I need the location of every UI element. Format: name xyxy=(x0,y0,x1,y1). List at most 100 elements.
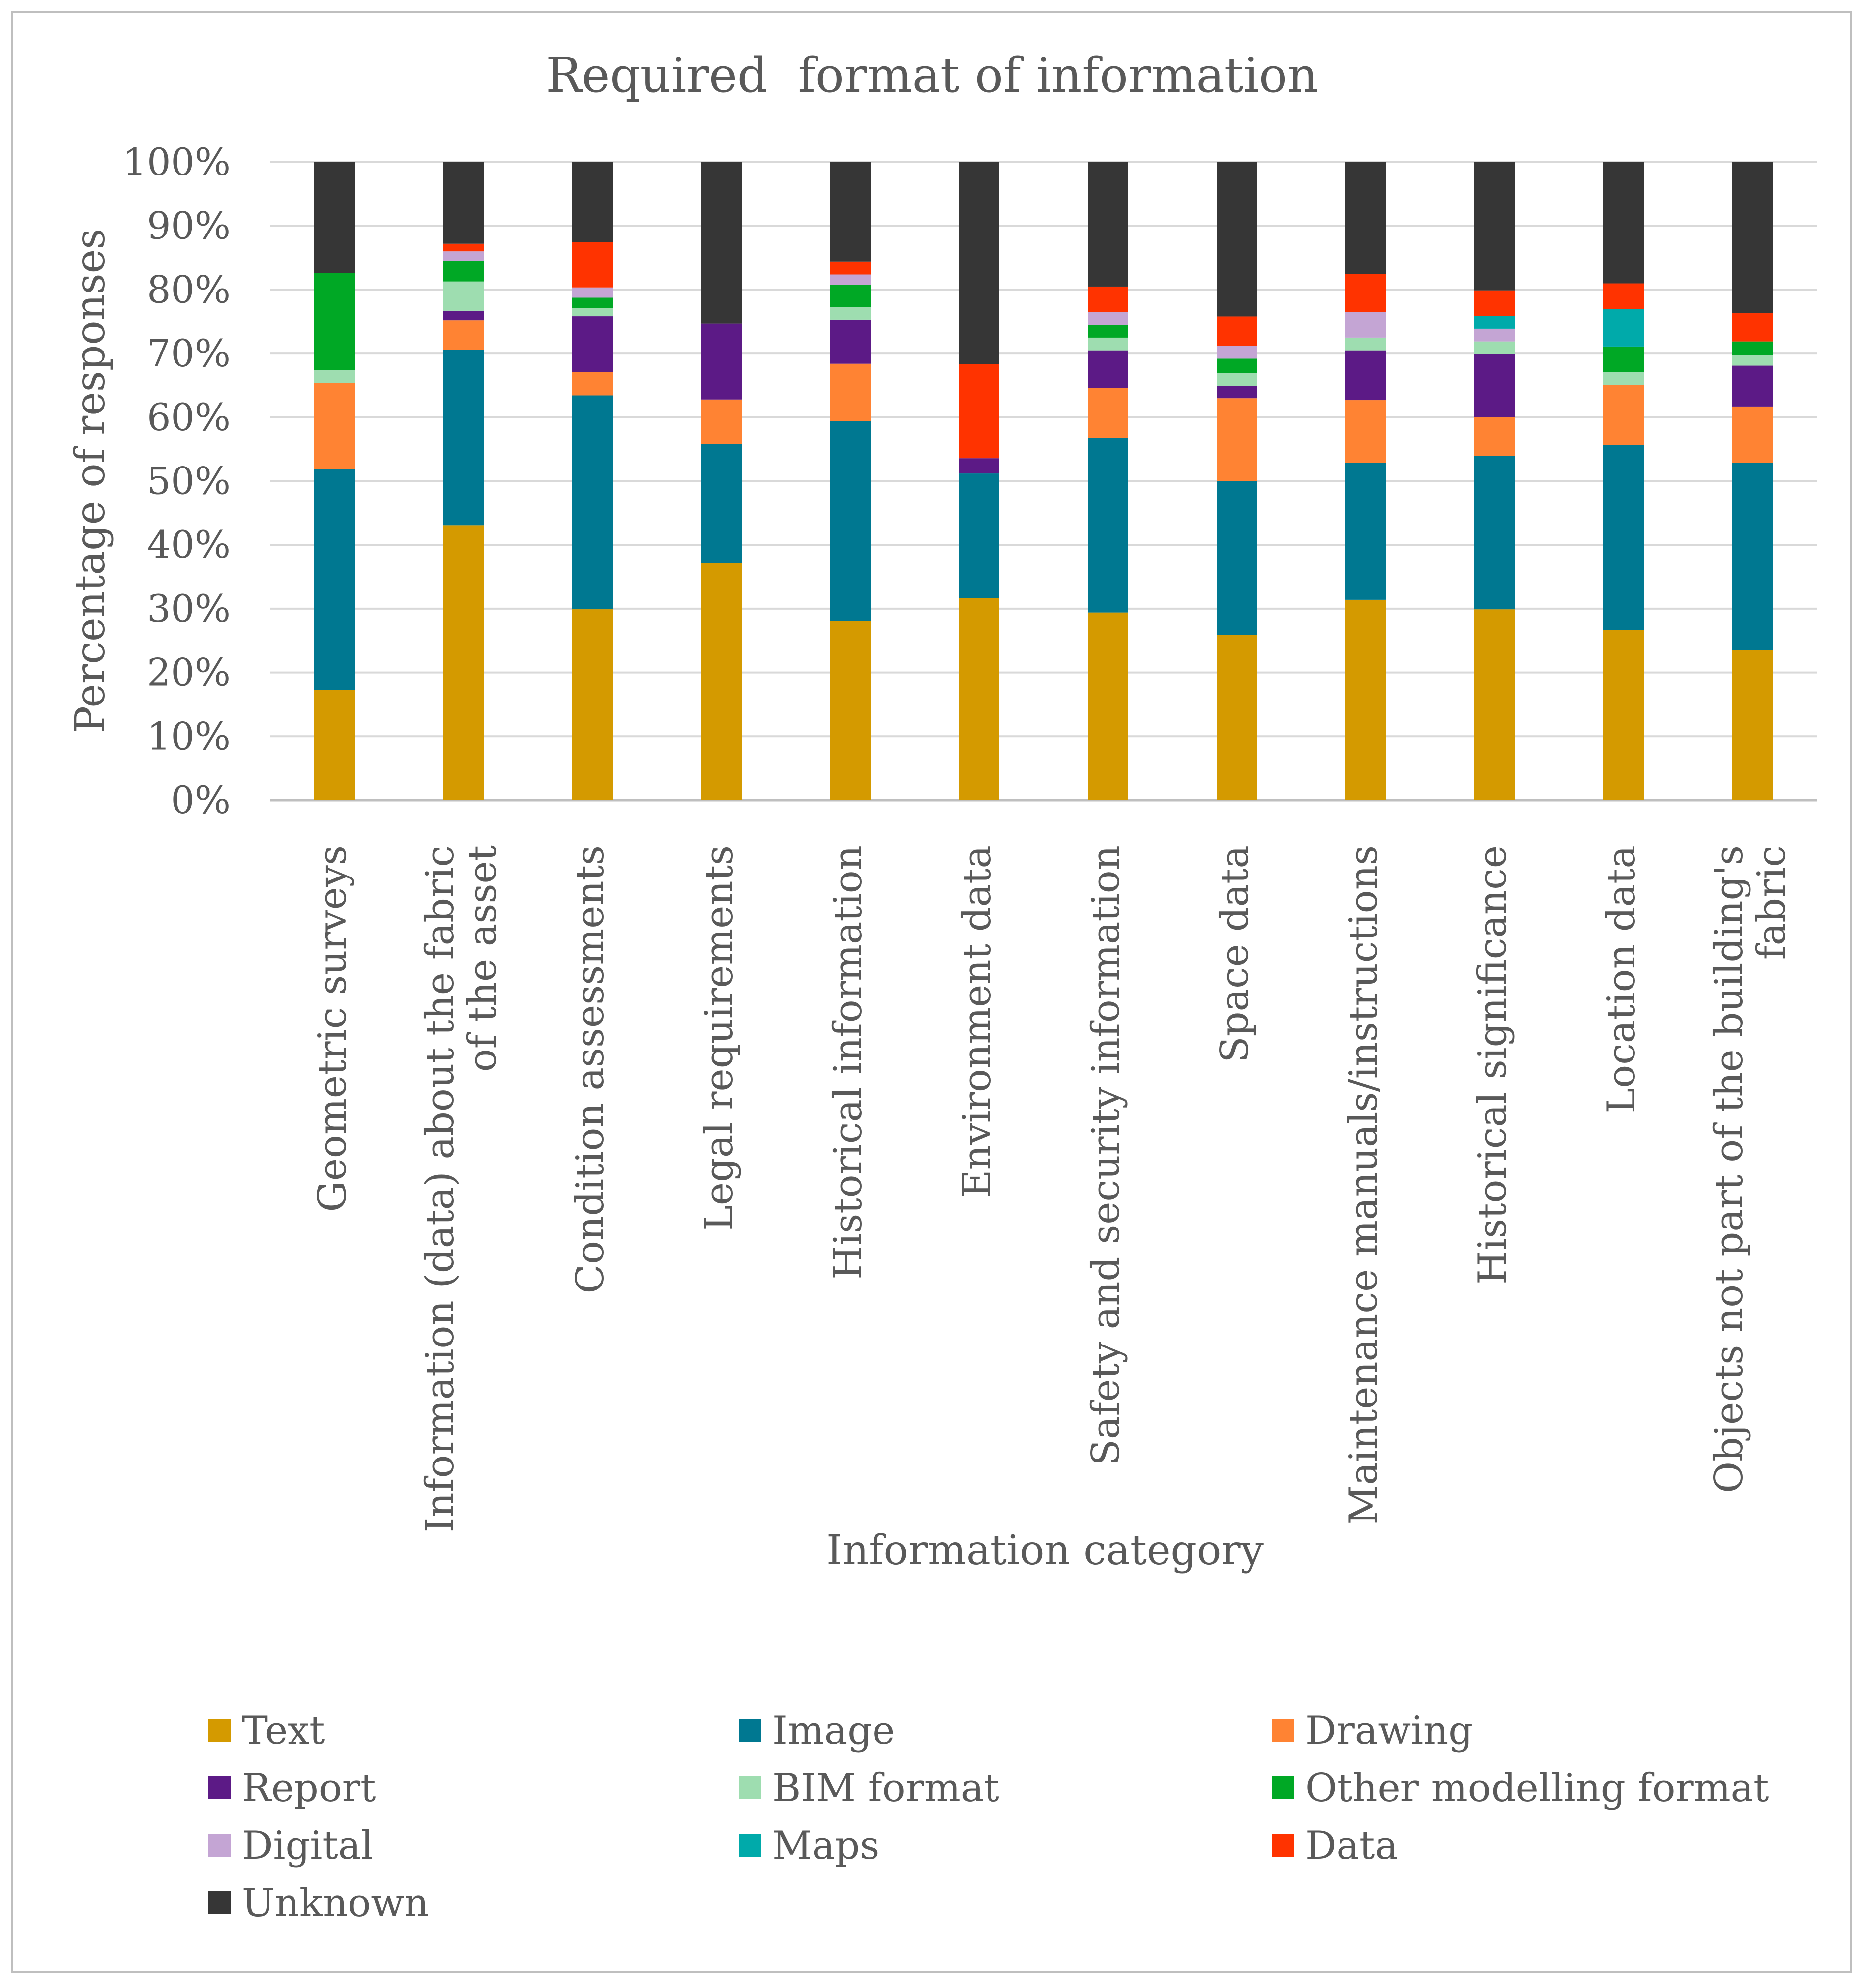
bar-segment xyxy=(1603,385,1644,445)
legend-swatch xyxy=(1272,1834,1294,1857)
bar-segment xyxy=(572,308,613,317)
x-category-label: Safety and security information xyxy=(1084,845,1128,1465)
bar-segment xyxy=(443,320,484,350)
bar-segment xyxy=(830,421,871,621)
bar-segment xyxy=(1474,316,1515,329)
bar-segment xyxy=(701,323,742,400)
bar-segment xyxy=(830,274,871,285)
bar-segment xyxy=(1732,341,1773,355)
bar-segment xyxy=(1474,417,1515,456)
bar-segment xyxy=(443,281,484,311)
bar-segment xyxy=(314,162,355,273)
bar-segment xyxy=(1088,162,1128,287)
bar-stacks xyxy=(314,162,1773,800)
x-category-label: Information (data) about the fabricof th… xyxy=(418,845,505,1532)
bar-segment xyxy=(1217,481,1257,635)
bar-segment xyxy=(572,609,613,800)
bar-segment xyxy=(830,261,871,275)
bar-segment xyxy=(1217,373,1257,386)
legend-swatch xyxy=(208,1719,231,1742)
bar-segment xyxy=(443,261,484,282)
bar-stack xyxy=(830,162,871,800)
bar-segment xyxy=(830,363,871,421)
bar-segment xyxy=(1345,312,1386,338)
bar-segment xyxy=(1088,337,1128,351)
legend-item: Other modelling format xyxy=(1272,1766,1769,1811)
bar-segment xyxy=(1603,309,1644,347)
legend-swatch xyxy=(208,1776,231,1799)
y-axis-title: Percentage of responses xyxy=(67,229,114,733)
y-tick-label: 70% xyxy=(147,331,231,375)
bar-stack xyxy=(314,162,355,800)
legend-item: Unknown xyxy=(208,1881,429,1926)
chart-title: Required format of information xyxy=(546,48,1318,103)
bar-segment xyxy=(572,287,613,298)
x-axis-category-labels: Geometric surveys Information (data) abou… xyxy=(310,845,1794,1532)
bar-segment xyxy=(1345,350,1386,401)
bar-segment xyxy=(959,162,999,364)
bar-segment xyxy=(959,364,999,459)
bar-segment xyxy=(572,162,613,243)
bar-segment xyxy=(830,319,871,364)
x-category-label: Maintenance manuals/instructions xyxy=(1341,845,1386,1525)
y-tick-label: 10% xyxy=(147,714,231,758)
y-tick-label: 90% xyxy=(147,204,231,248)
legend-label: Other modelling format xyxy=(1305,1766,1769,1811)
legend-swatch xyxy=(208,1891,231,1914)
bar-segment xyxy=(701,563,742,800)
bar-stack xyxy=(1088,162,1128,800)
x-category-label: Objects not part of the building'sfabric xyxy=(1707,845,1794,1493)
x-axis-title: Information category xyxy=(826,1527,1264,1574)
bar-stack xyxy=(959,162,999,800)
y-tick-label: 60% xyxy=(147,395,231,439)
bar-stack xyxy=(701,162,742,800)
bar-segment xyxy=(443,162,484,244)
legend-item: Report xyxy=(208,1766,376,1811)
bar-segment xyxy=(701,399,742,444)
x-category-label: Location data xyxy=(1599,845,1644,1114)
bar-segment xyxy=(314,383,355,469)
bar-segment xyxy=(1217,162,1257,317)
x-category-label: Condition assessments xyxy=(568,845,613,1294)
bar-segment xyxy=(1732,650,1773,800)
bar-segment xyxy=(1474,341,1515,354)
bar-segment xyxy=(1603,346,1644,372)
bar-segment xyxy=(1603,372,1644,385)
bar-segment xyxy=(1088,437,1128,613)
bar-segment xyxy=(1732,162,1773,314)
y-tick-label: 80% xyxy=(147,267,231,311)
bar-stack xyxy=(1345,162,1386,800)
bar-segment xyxy=(1603,445,1644,630)
bar-segment xyxy=(1732,355,1773,366)
bar-segment xyxy=(443,350,484,526)
legend-label: Text xyxy=(242,1708,325,1753)
bar-segment xyxy=(1603,630,1644,800)
bar-segment xyxy=(314,469,355,690)
bar-segment xyxy=(1732,313,1773,342)
legend-item: Drawing xyxy=(1272,1708,1473,1753)
bar-stack xyxy=(572,162,613,800)
bar-segment xyxy=(1345,463,1386,600)
bar-segment xyxy=(314,273,355,370)
legend-swatch xyxy=(739,1834,761,1857)
legend-swatch xyxy=(739,1776,761,1799)
x-category-label: Historical information xyxy=(826,845,871,1280)
bar-segment xyxy=(1088,286,1128,312)
y-axis-tick-labels: 0% 10% 20% 30% 40% 50% 60% 70% 80% 90% 100% xyxy=(123,140,231,822)
legend-swatch xyxy=(1272,1776,1294,1799)
bar-segment xyxy=(1345,162,1386,274)
legend-item: Maps xyxy=(739,1823,879,1868)
bar-segment xyxy=(1474,290,1515,316)
bar-stack xyxy=(443,162,484,800)
bar-segment xyxy=(1345,400,1386,463)
bar-segment xyxy=(1345,337,1386,351)
bar-segment xyxy=(701,162,742,324)
legend-label: Digital xyxy=(242,1823,373,1868)
legend-swatch xyxy=(1272,1719,1294,1742)
bar-segment xyxy=(1474,456,1515,610)
bar-segment xyxy=(572,242,613,288)
bar-segment xyxy=(1474,354,1515,417)
bar-segment xyxy=(1088,612,1128,800)
bar-segment xyxy=(830,162,871,262)
bar-segment xyxy=(1474,162,1515,291)
